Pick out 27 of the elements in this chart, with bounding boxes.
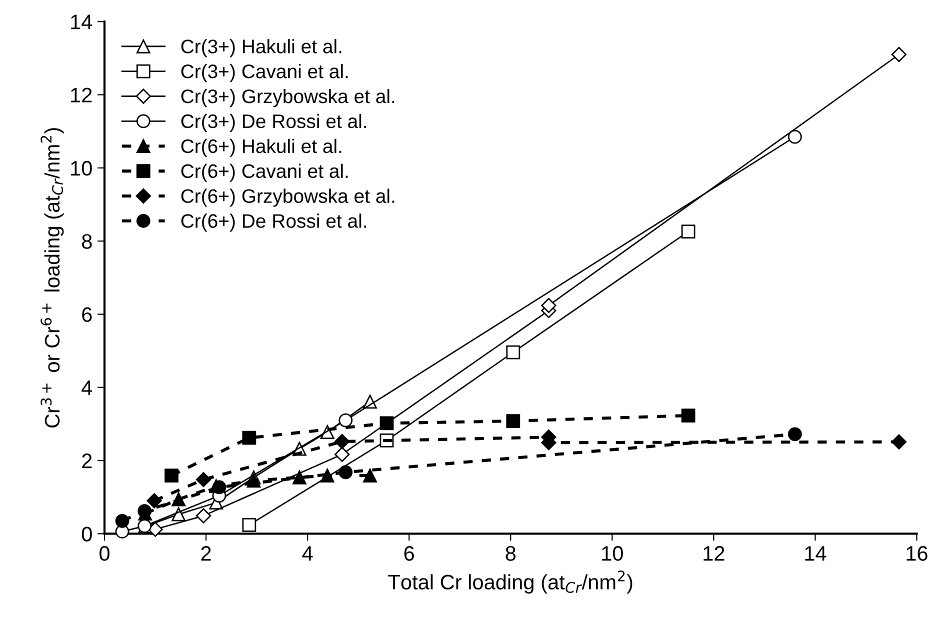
x-tick-label: 0 — [100, 546, 110, 561]
y-tick-label: 8 — [82, 234, 92, 249]
text: Cr$^{3+}$ or Cr$^{6+}$ loading (at$_{Cr}$/nm$^{2}$) — [40, 128, 64, 428]
x-axis-title: Total Cr loading (at$_{Cr}$/nm$^{2}$) — [388, 570, 632, 594]
legend-label: Cr(6+) Grzybowska et al. — [181, 188, 394, 207]
x-tick-label: 14 — [805, 546, 826, 561]
x-tick-label: 2 — [201, 546, 211, 561]
legend-label: Cr(3+) De Rossi et al. — [181, 114, 366, 132]
y-tick-label: 4 — [82, 380, 92, 395]
y-tick-label: 14 — [71, 14, 92, 30]
legend-label: Cr(3+) Cavani et al. — [181, 64, 348, 82]
x-tick-label: 6 — [404, 546, 414, 561]
y-tick-label: 6 — [82, 307, 92, 322]
legend-label: Cr(6+) Cavani et al. — [181, 164, 348, 182]
x-tick-label: 4 — [302, 546, 313, 561]
legend-label: Cr(6+) De Rossi et al. — [181, 214, 366, 232]
legend-label: Cr(6+) Hakuli et al. — [181, 138, 342, 157]
x-tick-label: 8 — [506, 546, 516, 561]
x-tick-label: 12 — [704, 546, 724, 561]
legend-label: Cr(3+) Grzybowska et al. — [181, 88, 394, 108]
y-tick-label: 2 — [82, 454, 92, 468]
x-tick-label: 16 — [906, 546, 928, 561]
y-tick-label: 10 — [71, 160, 92, 176]
y-tick-label: 12 — [71, 88, 92, 102]
legend-label: Cr(3+) Hakuli et al. — [181, 39, 342, 58]
y-tick-label: 0 — [82, 526, 92, 542]
x-tick-label: 10 — [602, 546, 623, 561]
